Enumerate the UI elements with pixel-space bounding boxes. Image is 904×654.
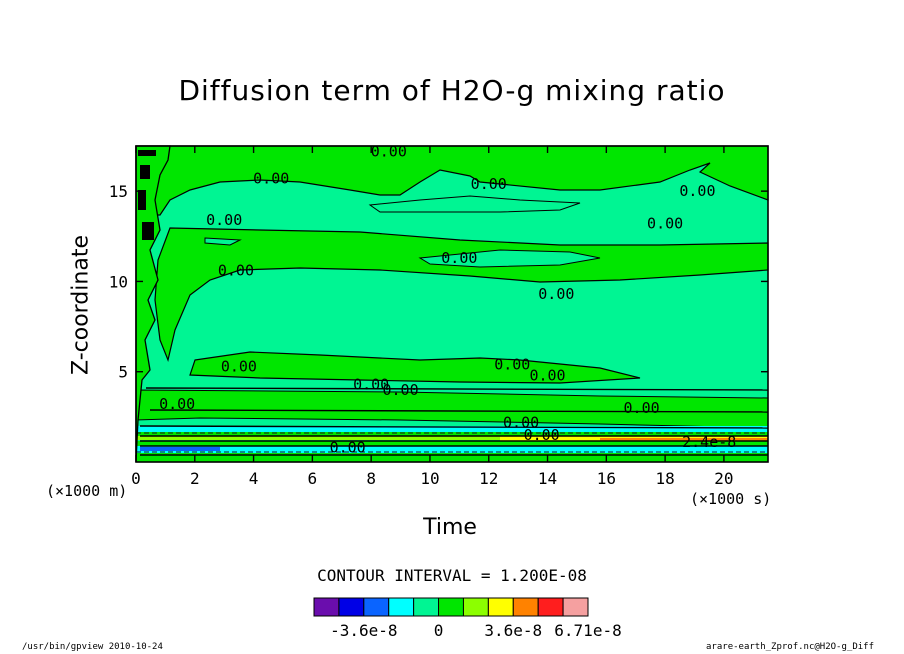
upper-island-2 [204, 237, 242, 246]
x-tick-label: 18 [655, 469, 674, 488]
contour-label: 0.00 [371, 142, 407, 160]
contour-label: 0.00 [494, 355, 530, 373]
colorbar-swatch [562, 597, 589, 617]
contour-label: 0.00 [503, 413, 539, 431]
x-tick-label: 12 [479, 469, 498, 488]
x-tick-label: 14 [538, 469, 557, 488]
contour-label: 0.00 [221, 357, 257, 375]
chart-title: Diffusion term of H2O-g mixing ratio [178, 74, 726, 107]
x-tick-label: 4 [249, 469, 259, 488]
band-cyan-2 [136, 446, 768, 453]
contour-label: 2.4e-8 [682, 433, 736, 451]
x-tick-label: 6 [308, 469, 318, 488]
band-cyan-1 [136, 426, 768, 432]
contour-label: 0.00 [353, 375, 389, 393]
y-axis-ticks: 5 10 15 [109, 182, 768, 382]
colorbar-swatch [438, 597, 464, 617]
footer-program-date: /usr/bin/gpview 2010-10-24 [22, 642, 163, 652]
colorbar-swatch [388, 597, 415, 617]
contour-label: 0.00 [679, 182, 715, 200]
band-green-3 [136, 453, 768, 462]
colorbar-tick-label: 6.71e-8 [554, 621, 621, 640]
contour-label: 0.00 [471, 175, 507, 193]
colorbar-tick-label: 3.6e-8 [484, 621, 542, 640]
band-orange [600, 438, 768, 441]
x-tick-label: 10 [420, 469, 439, 488]
x-tick-label: 8 [366, 469, 376, 488]
band-green-2 [136, 441, 768, 446]
colorbar-tick-label: 0 [434, 621, 444, 640]
left-edge-dark-marks [138, 150, 156, 240]
colorbar [313, 597, 589, 617]
x-tick-label: 2 [190, 469, 200, 488]
contour-label: 0.00 [538, 285, 574, 303]
upper-island [368, 195, 581, 213]
contour-label: 0.00 [441, 249, 477, 267]
y-axis-label: Z-coordinate [68, 235, 94, 375]
colorbar-swatch [462, 597, 489, 617]
x-axis-ticks: 0 2 4 6 8 10 12 14 16 18 20 [131, 146, 734, 488]
plot-frame [135, 145, 769, 463]
colorbar-swatch [512, 597, 539, 617]
contour-interval-text: CONTOUR INTERVAL = 1.200E-08 [317, 566, 587, 585]
colorbar-swatch [537, 597, 564, 617]
colorbar-swatch [413, 597, 440, 617]
band-blue [140, 447, 220, 451]
mid-green-band [154, 227, 769, 362]
contour-label: 0.00 [330, 439, 366, 457]
dashed-contours [136, 432, 768, 453]
contour-label-layer: 0.000.00 0.00 0.000.00 0.000.000.000.000.00… [159, 142, 736, 456]
x-tick-label: 20 [714, 469, 733, 488]
mid-island [418, 249, 601, 268]
y-tick-label: 10 [109, 272, 128, 291]
colorbar-swatch [487, 597, 514, 617]
x-unit-label: (×1000 s) [690, 490, 772, 508]
footer-source-file: arare-earth_Zprof.nc@H2O-g_Diff [706, 642, 874, 652]
y-tick-label: 5 [118, 363, 128, 382]
contour-label: 0.00 [624, 399, 660, 417]
band-green-1 [136, 432, 768, 436]
contour-label: 0.00 [647, 215, 683, 233]
x-tick-label: 16 [597, 469, 616, 488]
contour-label: 0.00 [206, 211, 242, 229]
contour-label: 0.00 [529, 366, 565, 384]
y-unit-label: (×1000 m) [46, 482, 128, 500]
colorbar-swatch [338, 597, 365, 617]
contour-label: 0.00 [382, 381, 418, 399]
x-tick-label: 0 [131, 469, 141, 488]
contour-label: 0.00 [159, 395, 195, 413]
contour-label: 0.00 [524, 426, 560, 444]
band-yellowgreen [136, 436, 768, 440]
lower-green-band [189, 351, 641, 384]
near-surface-contours [139, 387, 769, 456]
colorbar-swatch [313, 597, 340, 617]
contour-label: 0.00 [218, 262, 254, 280]
colorbar-tick-label: -3.6e-8 [330, 621, 397, 640]
y-tick-label: 15 [109, 182, 128, 201]
contour-label: 0.00 [253, 170, 289, 188]
x-axis-label: Time [423, 515, 477, 540]
colorbar-swatch [363, 597, 390, 617]
colorbar-labels: -3.6e-8 0 3.6e-8 6.71e-8 [330, 621, 622, 640]
